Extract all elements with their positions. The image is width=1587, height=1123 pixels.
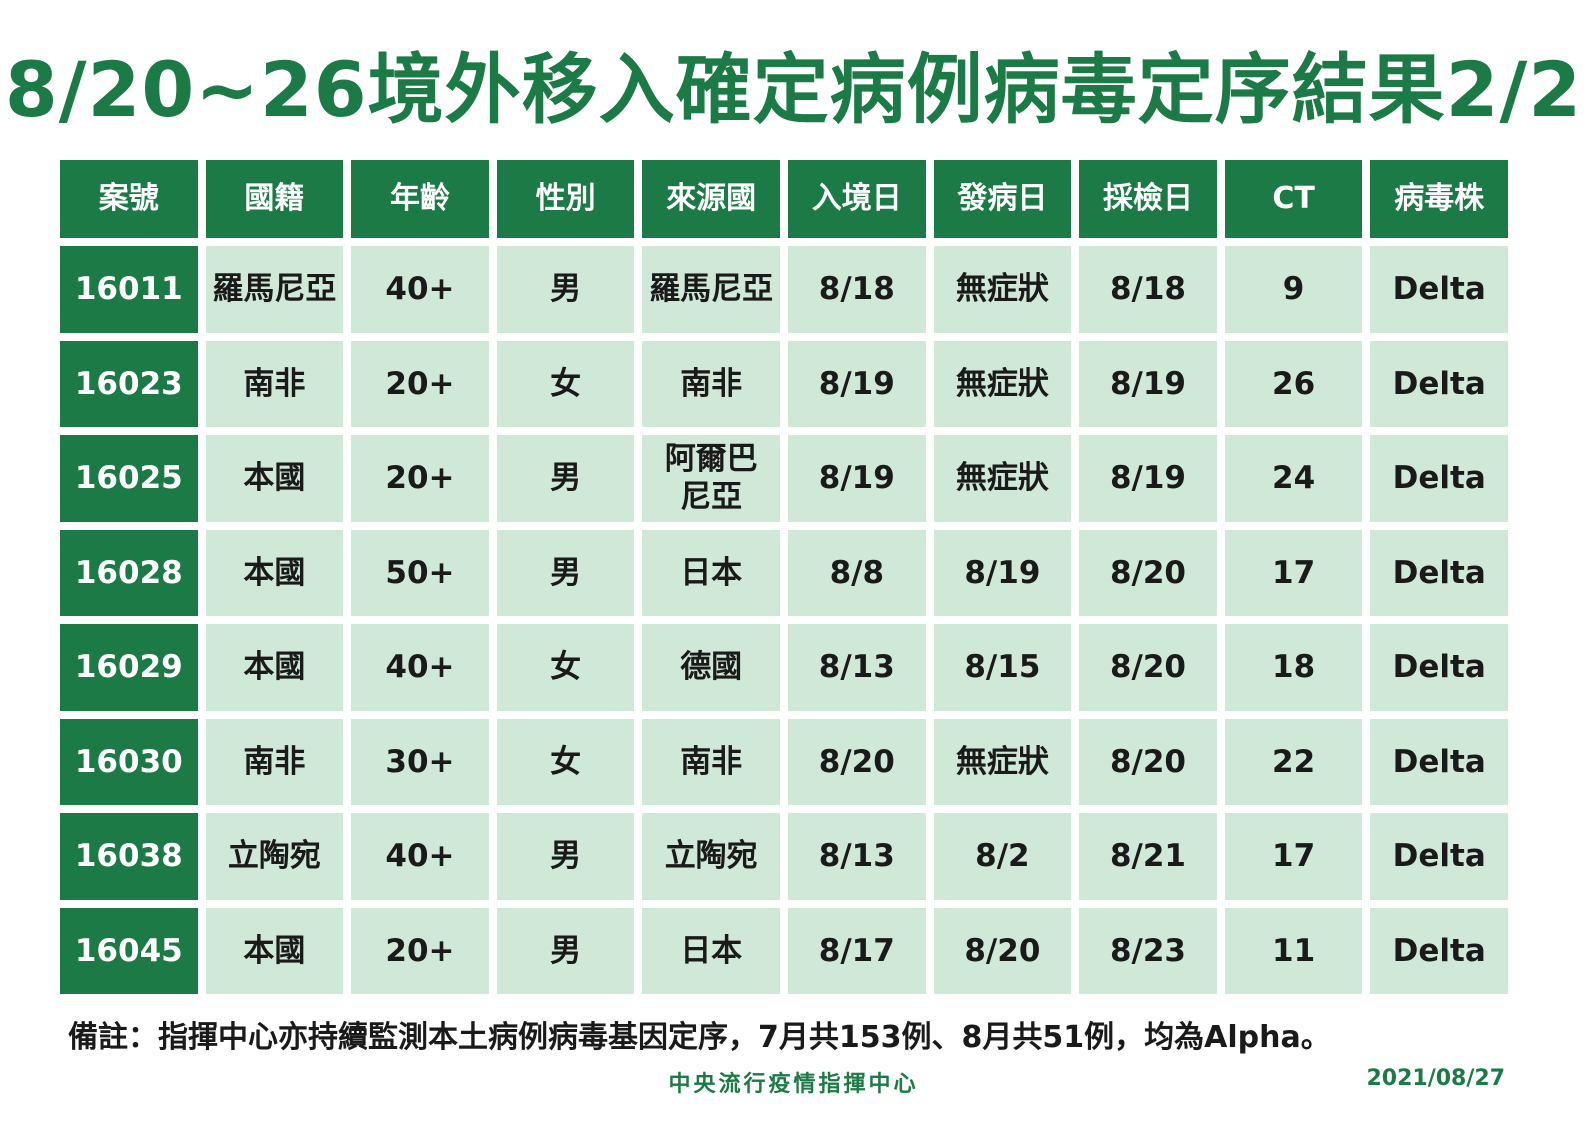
column-header-case-number: 案號 xyxy=(60,160,198,238)
test-date-cell: 8/20 xyxy=(1079,718,1217,805)
onset-date-cell: 無症狀 xyxy=(933,340,1072,427)
source-country-cell: 羅馬尼亞 xyxy=(642,246,780,333)
entry-date-cell: 8/19 xyxy=(788,435,926,522)
ct-cell: 17 xyxy=(1224,529,1363,616)
sex-cell: 女 xyxy=(496,624,635,711)
source-country-cell: 日本 xyxy=(642,529,780,616)
column-header-strain: 病毒株 xyxy=(1370,160,1508,238)
entry-date-cell: 8/13 xyxy=(788,624,926,711)
strain-cell: Delta xyxy=(1370,340,1508,427)
case-number-cell: 16038 xyxy=(60,813,198,900)
source-country-cell: 南非 xyxy=(642,340,780,427)
strain-cell: Delta xyxy=(1370,907,1508,994)
entry-date-cell: 8/20 xyxy=(788,718,926,805)
age-cell: 20+ xyxy=(351,435,489,522)
source-country-cell: 阿爾巴 尼亞 xyxy=(642,435,780,522)
column-header-source-country: 來源國 xyxy=(642,160,780,238)
onset-date-cell: 無症狀 xyxy=(933,435,1072,522)
nationality-cell: 本國 xyxy=(205,624,344,711)
strain-cell: Delta xyxy=(1370,435,1508,522)
ct-cell: 24 xyxy=(1224,435,1363,522)
onset-date-cell: 8/20 xyxy=(933,907,1072,994)
age-cell: 30+ xyxy=(351,718,489,805)
sex-cell: 女 xyxy=(496,340,635,427)
column-header-sex: 性別 xyxy=(496,160,635,238)
ct-cell: 11 xyxy=(1224,907,1363,994)
entry-date-cell: 8/17 xyxy=(788,907,926,994)
sequencing-results-table: 案號 國籍 年齡 性別 來源國 入境日 發病日 採檢日 CT 病毒株 16011… xyxy=(60,160,1508,994)
ct-cell: 26 xyxy=(1224,340,1363,427)
organization-name: 中央流行疫情指揮中心 xyxy=(668,1072,919,1097)
case-number-cell: 16025 xyxy=(60,435,198,522)
strain-cell: Delta xyxy=(1370,246,1508,333)
test-date-cell: 8/20 xyxy=(1079,529,1217,616)
sex-cell: 男 xyxy=(496,529,635,616)
onset-date-cell: 8/2 xyxy=(933,813,1072,900)
case-number-cell: 16029 xyxy=(60,624,198,711)
case-number-cell: 16011 xyxy=(60,246,198,333)
sex-cell: 男 xyxy=(496,813,635,900)
age-cell: 50+ xyxy=(351,529,489,616)
nationality-cell: 本國 xyxy=(205,907,344,994)
entry-date-cell: 8/8 xyxy=(788,529,926,616)
strain-cell: Delta xyxy=(1370,529,1508,616)
column-header-nationality: 國籍 xyxy=(205,160,344,238)
strain-cell: Delta xyxy=(1370,813,1508,900)
entry-date-cell: 8/18 xyxy=(788,246,926,333)
sex-cell: 男 xyxy=(496,435,635,522)
case-number-cell: 16030 xyxy=(60,718,198,805)
onset-date-cell: 無症狀 xyxy=(933,246,1072,333)
sex-cell: 女 xyxy=(496,718,635,805)
ct-cell: 18 xyxy=(1224,624,1363,711)
nationality-cell: 立陶宛 xyxy=(205,813,344,900)
nationality-cell: 南非 xyxy=(205,340,344,427)
publish-date: 2021/08/27 xyxy=(1366,1066,1505,1091)
test-date-cell: 8/21 xyxy=(1079,813,1217,900)
case-number-cell: 16023 xyxy=(60,340,198,427)
age-cell: 20+ xyxy=(351,907,489,994)
page-title: 8/20~26境外移入確定病例病毒定序結果2/2 xyxy=(4,45,1583,134)
entry-date-cell: 8/19 xyxy=(788,340,926,427)
source-country-cell: 南非 xyxy=(642,718,780,805)
column-header-ct: CT xyxy=(1224,160,1363,238)
nationality-cell: 本國 xyxy=(205,529,344,616)
case-number-cell: 16045 xyxy=(60,907,198,994)
footnote: 備註：指揮中心亦持續監測本土病例病毒基因定序，7月共153例、8月共51例，均為… xyxy=(68,1020,1331,1055)
test-date-cell: 8/19 xyxy=(1079,340,1217,427)
source-country-cell: 日本 xyxy=(642,907,780,994)
strain-cell: Delta xyxy=(1370,718,1508,805)
ct-cell: 22 xyxy=(1224,718,1363,805)
age-cell: 40+ xyxy=(351,246,489,333)
column-header-entry-date: 入境日 xyxy=(788,160,926,238)
case-number-cell: 16028 xyxy=(60,529,198,616)
strain-cell: Delta xyxy=(1370,624,1508,711)
nationality-cell: 本國 xyxy=(205,435,344,522)
age-cell: 20+ xyxy=(351,340,489,427)
onset-date-cell: 無症狀 xyxy=(933,718,1072,805)
age-cell: 40+ xyxy=(351,813,489,900)
ct-cell: 9 xyxy=(1224,246,1363,333)
ct-cell: 17 xyxy=(1224,813,1363,900)
source-country-cell: 立陶宛 xyxy=(642,813,780,900)
age-cell: 40+ xyxy=(351,624,489,711)
sex-cell: 男 xyxy=(496,907,635,994)
column-header-age: 年齡 xyxy=(351,160,489,238)
source-country-cell: 德國 xyxy=(642,624,780,711)
sex-cell: 男 xyxy=(496,246,635,333)
column-header-test-date: 採檢日 xyxy=(1079,160,1217,238)
column-header-onset-date: 發病日 xyxy=(933,160,1072,238)
nationality-cell: 羅馬尼亞 xyxy=(205,246,344,333)
test-date-cell: 8/18 xyxy=(1079,246,1217,333)
test-date-cell: 8/23 xyxy=(1079,907,1217,994)
test-date-cell: 8/19 xyxy=(1079,435,1217,522)
test-date-cell: 8/20 xyxy=(1079,624,1217,711)
entry-date-cell: 8/13 xyxy=(788,813,926,900)
onset-date-cell: 8/15 xyxy=(933,624,1072,711)
nationality-cell: 南非 xyxy=(205,718,344,805)
onset-date-cell: 8/19 xyxy=(933,529,1072,616)
